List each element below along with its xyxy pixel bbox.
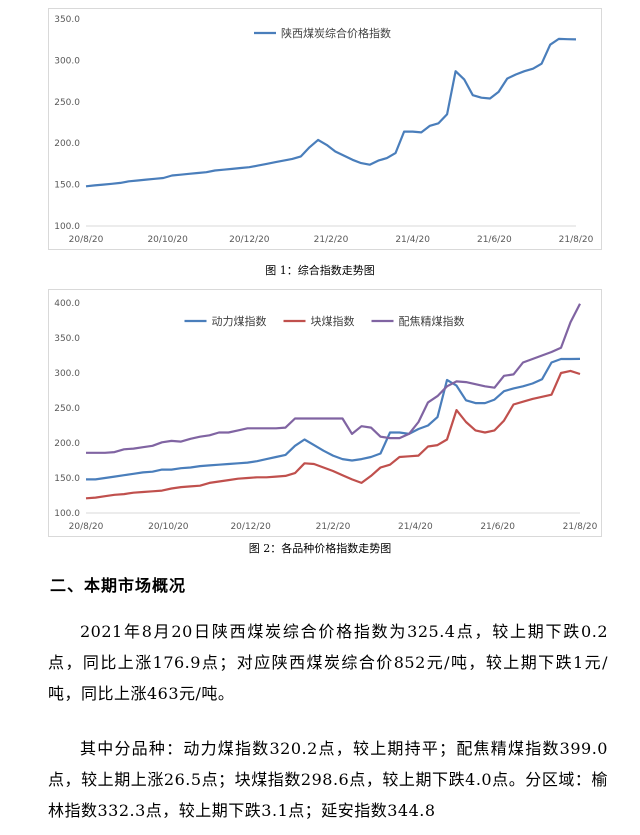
y-tick-label: 300.0 — [54, 56, 80, 66]
y-tick-label: 250.0 — [54, 404, 80, 414]
y-tick-label: 300.0 — [54, 369, 80, 379]
legend-label-2: 块煤指数 — [311, 314, 355, 328]
chart-1: 100.0 150.0 200.0 250.0 300.0 350.0 20/8/20 20/… — [48, 8, 602, 250]
section-title: 二、本期市场概况 — [50, 576, 187, 595]
x-tick-label: 21/2/20 — [314, 235, 349, 245]
legend-label-3: 配焦精煤指数 — [399, 314, 465, 328]
x-tick-label: 20/10/20 — [148, 522, 189, 532]
series-line-1 — [86, 357, 581, 481]
series-line-2 — [85, 369, 581, 500]
legend-label-1: 陕西煤炭综合价格指数 — [281, 26, 391, 40]
x-tick-label: 21/4/20 — [398, 522, 433, 532]
market-paragraph-2: 其中分品种：动力煤指数320.2点，较上期持平；配焦精煤指数399.0点，较上期… — [48, 739, 608, 820]
chart-1-svg: 100.0 150.0 200.0 250.0 300.0 350.0 20/8/20 20/… — [54, 15, 594, 245]
y-tick-label: 150.0 — [54, 181, 80, 191]
x-tick-label: 21/2/20 — [316, 522, 351, 532]
chart-2: 100.0 150.0 200.0 250.0 300.0 350.0 400.0 20/8/… — [48, 289, 602, 537]
x-tick-label: 20/12/20 — [230, 522, 271, 532]
chart-2-caption: 图 2：各品种价格指数走势图 — [248, 542, 392, 555]
y-tick-label: 200.0 — [54, 139, 80, 149]
legend-label-1: 动力煤指数 — [212, 314, 267, 328]
chart-1-caption: 图 1：综合指数走势图 — [265, 264, 375, 277]
y-tick-label: 200.0 — [54, 439, 80, 449]
x-tick-label: 20/12/20 — [229, 235, 270, 245]
x-tick-label: 21/6/20 — [477, 235, 512, 245]
y-tick-label: 350.0 — [54, 15, 80, 25]
x-tick-label: 21/8/20 — [563, 522, 598, 532]
x-tick-label: 21/8/20 — [559, 235, 594, 245]
x-tick-label: 21/6/20 — [480, 522, 515, 532]
y-tick-label: 150.0 — [54, 474, 80, 484]
y-tick-label: 100.0 — [54, 509, 80, 519]
series-line-1 — [85, 37, 577, 188]
x-tick-label: 21/4/20 — [395, 235, 430, 245]
y-tick-label: 350.0 — [54, 334, 80, 344]
market-paragraph-1: 2021年8月20日陕西煤炭综合价格指数为325.4点，较上期下跌0.2点，同比… — [48, 622, 608, 703]
x-tick-label: 20/8/20 — [69, 235, 104, 245]
chart-2-svg: 100.0 150.0 200.0 250.0 300.0 350.0 400.0 20/8/… — [54, 299, 598, 532]
y-tick-label: 100.0 — [54, 222, 80, 232]
x-tick-label: 20/10/20 — [147, 235, 188, 245]
y-tick-label: 250.0 — [54, 98, 80, 108]
series-line-3 — [86, 303, 581, 454]
x-tick-label: 20/8/20 — [69, 522, 104, 532]
y-tick-label: 400.0 — [54, 299, 80, 309]
